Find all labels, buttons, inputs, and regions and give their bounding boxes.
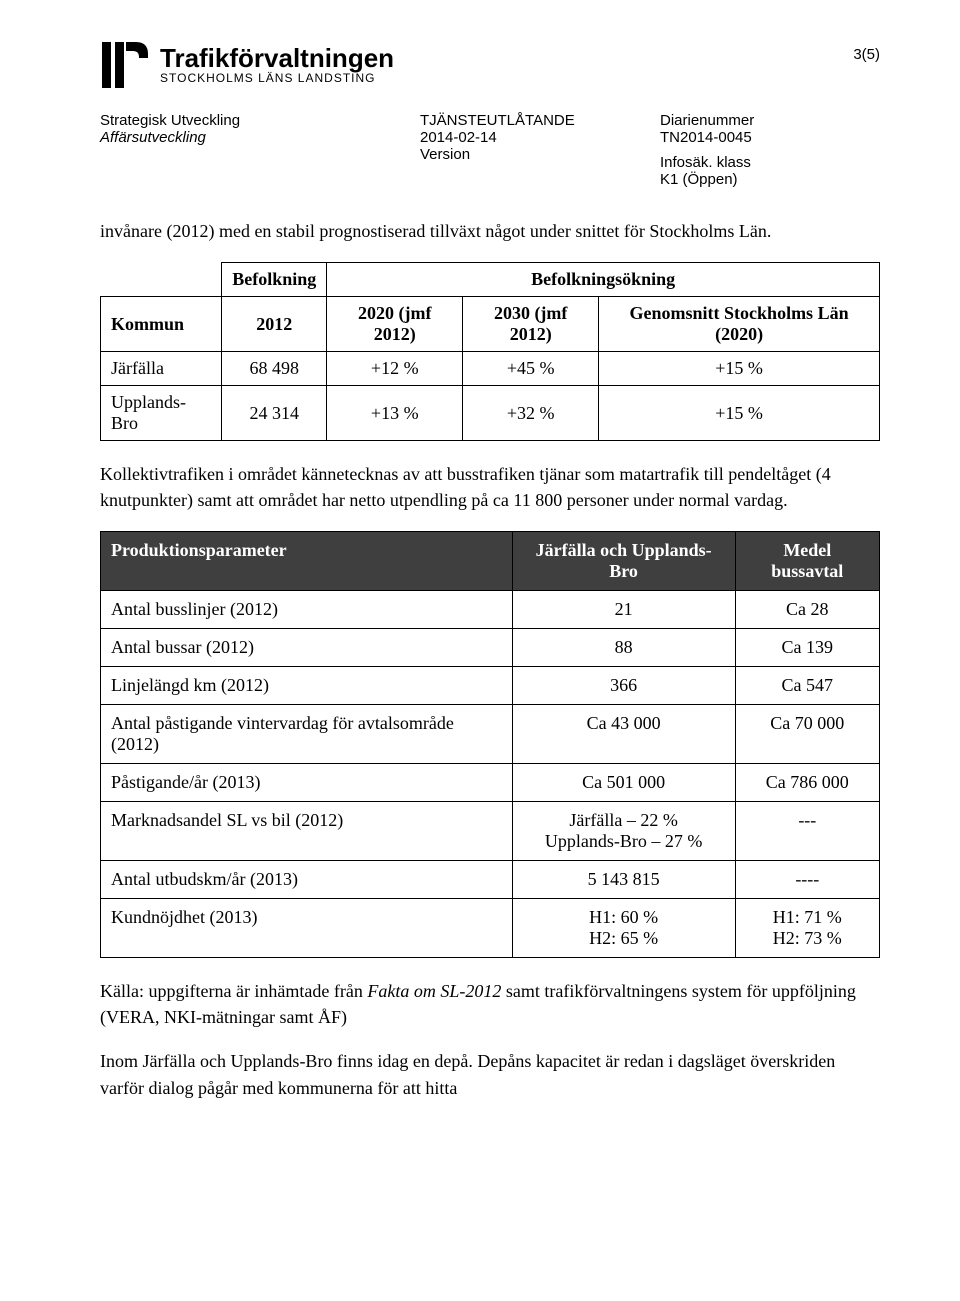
cell-2030: +45 % — [463, 352, 599, 386]
cell-genom: +15 % — [599, 386, 880, 441]
cell-medel: --- — [735, 802, 879, 861]
meta-col-doc: TJÄNSTEUTLÅTANDE 2014-02-14 Version — [420, 112, 650, 188]
col-header-2020: 2020 (jmf 2012) — [327, 297, 463, 352]
cell-area: Ca 501 000 — [512, 764, 735, 802]
cell-medel: H1: 71 % H2: 73 % — [735, 899, 879, 958]
header-logo-row: Trafikförvaltningen STOCKHOLMS LÄNS LAND… — [100, 40, 880, 90]
document-page: Trafikförvaltningen STOCKHOLMS LÄNS LAND… — [0, 0, 960, 1141]
col-header-param: Produktionsparameter — [101, 532, 513, 591]
meta-dept-1: Strategisk Utveckling — [100, 112, 410, 129]
meta-doc-date: 2014-02-14 — [420, 129, 650, 146]
final-paragraph: Inom Järfälla och Upplands-Bro finns ida… — [100, 1048, 880, 1100]
cell-2030: +32 % — [463, 386, 599, 441]
cell-medel: Ca 786 000 — [735, 764, 879, 802]
cell-2020: +12 % — [327, 352, 463, 386]
logo-text: Trafikförvaltningen STOCKHOLMS LÄNS LAND… — [160, 45, 394, 85]
cell-area: 5 143 815 — [512, 861, 735, 899]
cell-2012: 24 314 — [222, 386, 327, 441]
cell-medel: Ca 70 000 — [735, 705, 879, 764]
cell-param: Antal påstigande vintervardag för avtals… — [101, 705, 513, 764]
cell-genom: +15 % — [599, 352, 880, 386]
table-row: Påstigande/år (2013) Ca 501 000 Ca 786 0… — [101, 764, 880, 802]
meta-diarie-label: Diarienummer — [660, 112, 880, 129]
cell-param: Marknadsandel SL vs bil (2012) — [101, 802, 513, 861]
page-number: 3(5) — [853, 46, 880, 63]
cell-kommun: Upplands-Bro — [101, 386, 222, 441]
production-table-body: Antal busslinjer (2012) 21 Ca 28 Antal b… — [101, 591, 880, 958]
cell-param: Kundnöjdhet (2013) — [101, 899, 513, 958]
col-header-2012: 2012 — [222, 297, 327, 352]
cell-area: H1: 60 % H2: 65 % — [512, 899, 735, 958]
cell-area: Ca 43 000 — [512, 705, 735, 764]
col-header-genom: Genomsnitt Stockholms Län (2020) — [599, 297, 880, 352]
mid-paragraph: Kollektivtrafiken i området kännetecknas… — [100, 461, 880, 513]
cell-param: Linjelängd km (2012) — [101, 667, 513, 705]
production-table: Produktionsparameter Järfälla och Upplan… — [100, 531, 880, 958]
cell-medel: Ca 28 — [735, 591, 879, 629]
table-row: Kommun 2012 2020 (jmf 2012) 2030 (jmf 20… — [101, 297, 880, 352]
logo-block: Trafikförvaltningen STOCKHOLMS LÄNS LAND… — [100, 40, 394, 90]
table-row: Järfälla 68 498 +12 % +45 % +15 % — [101, 352, 880, 386]
logo-icon — [100, 40, 150, 90]
cell-param: Antal utbudskm/år (2013) — [101, 861, 513, 899]
logo-title: Trafikförvaltningen — [160, 45, 394, 72]
col-header-kommun: Kommun — [101, 297, 222, 352]
table-row: Antal bussar (2012) 88 Ca 139 — [101, 629, 880, 667]
cell-kommun: Järfälla — [101, 352, 222, 386]
cell-param: Påstigande/år (2013) — [101, 764, 513, 802]
col-header-2030: 2030 (jmf 2012) — [463, 297, 599, 352]
meta-col-department: Strategisk Utveckling Affärsutveckling — [100, 112, 410, 188]
table-row: Befolkning Befolkningsökning — [101, 263, 880, 297]
table-row: Kundnöjdhet (2013) H1: 60 % H2: 65 % H1:… — [101, 899, 880, 958]
table-row: Produktionsparameter Järfälla och Upplan… — [101, 532, 880, 591]
table-row: Marknadsandel SL vs bil (2012) Järfälla … — [101, 802, 880, 861]
cell-2020: +13 % — [327, 386, 463, 441]
meta-col-diarie: Diarienummer TN2014-0045 Infosäk. klass … — [660, 112, 880, 188]
meta-dept-2: Affärsutveckling — [100, 129, 410, 146]
header-meta-row: Strategisk Utveckling Affärsutveckling T… — [100, 112, 880, 188]
meta-diarie-num: TN2014-0045 — [660, 129, 880, 146]
empty-cell — [101, 263, 222, 297]
table-row: Antal påstigande vintervardag för avtals… — [101, 705, 880, 764]
cell-2012: 68 498 — [222, 352, 327, 386]
table-row: Linjelängd km (2012) 366 Ca 547 — [101, 667, 880, 705]
table-row: Antal utbudskm/år (2013) 5 143 815 ---- — [101, 861, 880, 899]
cell-medel: Ca 139 — [735, 629, 879, 667]
spacer — [660, 146, 880, 154]
logo-subtitle: STOCKHOLMS LÄNS LANDSTING — [160, 72, 394, 85]
cell-medel: Ca 547 — [735, 667, 879, 705]
cell-medel: ---- — [735, 861, 879, 899]
col-header-befolkning: Befolkning — [222, 263, 327, 297]
cell-area: 88 — [512, 629, 735, 667]
cell-param: Antal busslinjer (2012) — [101, 591, 513, 629]
col-header-area: Järfälla och Upplands-Bro — [512, 532, 735, 591]
intro-paragraph: invånare (2012) med en stabil prognostis… — [100, 218, 880, 244]
table-row: Antal busslinjer (2012) 21 Ca 28 — [101, 591, 880, 629]
table-row: Upplands-Bro 24 314 +13 % +32 % +15 % — [101, 386, 880, 441]
population-table: Befolkning Befolkningsökning Kommun 2012… — [100, 262, 880, 441]
col-header-okning: Befolkningsökning — [327, 263, 880, 297]
meta-doc-type: TJÄNSTEUTLÅTANDE — [420, 112, 650, 129]
cell-area: 21 — [512, 591, 735, 629]
cell-area: 366 — [512, 667, 735, 705]
col-header-medel: Medel bussavtal — [735, 532, 879, 591]
source-title: Fakta om SL-2012 — [367, 981, 501, 1001]
cell-area: Järfälla – 22 % Upplands-Bro – 27 % — [512, 802, 735, 861]
cell-param: Antal bussar (2012) — [101, 629, 513, 667]
meta-infosak-label: Infosäk. klass — [660, 154, 880, 171]
source-note: Källa: uppgifterna är inhämtade från Fak… — [100, 978, 880, 1030]
source-pre: Källa: uppgifterna är inhämtade från — [100, 981, 367, 1001]
meta-infosak-value: K1 (Öppen) — [660, 171, 880, 188]
meta-doc-version: Version — [420, 146, 650, 163]
